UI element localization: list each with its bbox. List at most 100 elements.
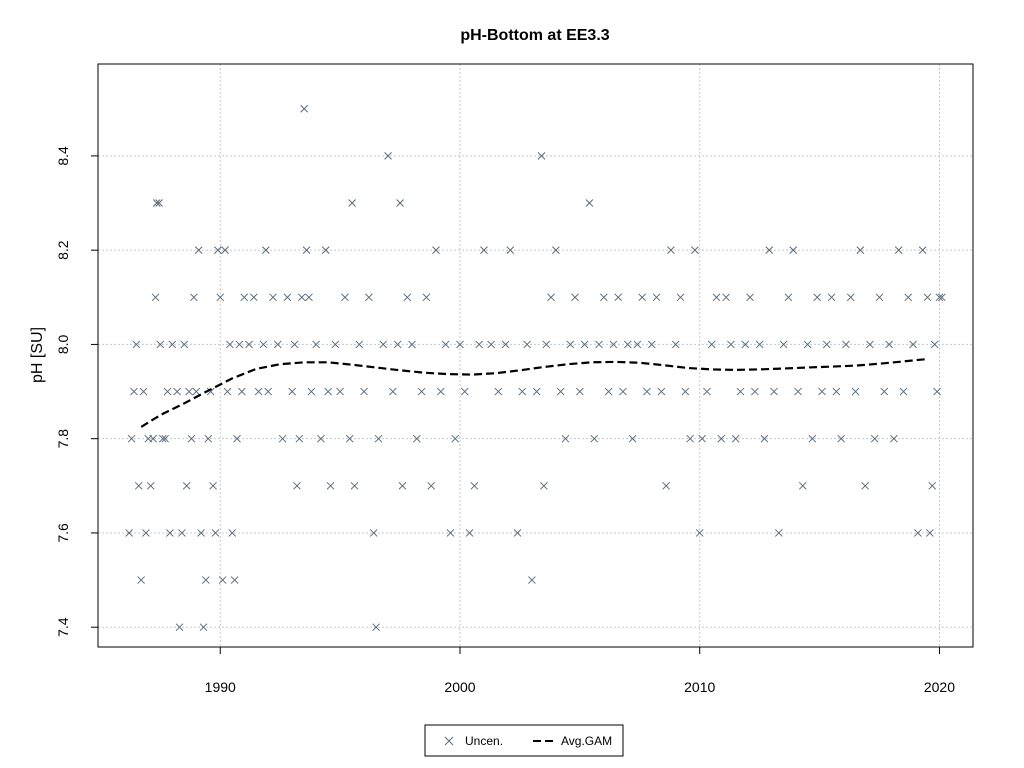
- data-point: [273, 340, 282, 349]
- data-point: [240, 293, 249, 302]
- data-point: [460, 387, 469, 396]
- data-point: [935, 293, 944, 302]
- data-point: [870, 434, 879, 443]
- data-point: [614, 293, 623, 302]
- data-point: [214, 246, 222, 255]
- data-point: [750, 387, 759, 396]
- data-point: [173, 387, 181, 396]
- data-point: [446, 529, 455, 537]
- data-point: [341, 293, 349, 302]
- data-point: [698, 434, 706, 443]
- data-point: [928, 481, 937, 490]
- data-point: [155, 199, 163, 207]
- data-point: [151, 293, 160, 302]
- data-point: [770, 387, 778, 396]
- data-point: [691, 246, 699, 255]
- data-point: [657, 387, 666, 396]
- y-axis: 7.4 7.6 7.8 8.0 8.2 8.4: [55, 146, 98, 637]
- data-point: [813, 293, 822, 302]
- data-point: [345, 434, 354, 443]
- data-point: [197, 529, 205, 537]
- data-point: [204, 434, 213, 443]
- data-point: [885, 340, 893, 349]
- data-point: [746, 293, 754, 302]
- data-point: [305, 293, 313, 302]
- data-point: [875, 293, 884, 302]
- data-point: [604, 387, 613, 396]
- data-point: [372, 623, 380, 632]
- data-point: [695, 529, 704, 537]
- data-point: [161, 434, 169, 443]
- x-tick-label: 1990: [205, 679, 236, 695]
- data-point: [403, 293, 412, 302]
- data-point: [480, 246, 488, 255]
- data-point: [686, 434, 694, 443]
- data-point: [736, 387, 745, 396]
- data-point: [552, 246, 560, 255]
- data-point: [237, 387, 246, 396]
- data-point: [760, 434, 769, 443]
- data-point: [321, 246, 330, 255]
- data-point: [331, 340, 340, 349]
- data-point: [261, 246, 270, 255]
- data-point: [518, 387, 527, 396]
- data-point: [667, 246, 675, 255]
- data-point: [571, 293, 579, 302]
- x-axis: 1990 2000 2010 2020: [205, 647, 955, 695]
- y-tick-label: 8.0: [55, 334, 71, 354]
- x-tick-label: 2010: [684, 679, 715, 695]
- data-point: [199, 623, 208, 632]
- data-point: [182, 481, 191, 490]
- y-tick-label: 7.4: [55, 617, 71, 637]
- data-point: [355, 340, 364, 349]
- data-point: [923, 293, 932, 302]
- data-point: [393, 340, 402, 349]
- data-point: [369, 529, 378, 537]
- data-point: [441, 340, 450, 349]
- data-point: [789, 246, 798, 255]
- data-point: [501, 340, 510, 349]
- data-point: [856, 246, 865, 255]
- data-point: [765, 246, 774, 255]
- data-point: [233, 434, 241, 443]
- data-point: [152, 199, 161, 207]
- data-point: [178, 529, 186, 537]
- data-point: [158, 434, 167, 443]
- data-point: [774, 529, 783, 537]
- data-point: [427, 481, 436, 490]
- data-point: [628, 434, 637, 443]
- data-point: [590, 434, 599, 443]
- data-point: [187, 434, 196, 443]
- data-point: [218, 576, 227, 584]
- data-point: [470, 481, 479, 490]
- y-axis-title: pH [SU]: [29, 327, 46, 383]
- data-point: [712, 293, 721, 302]
- data-point: [575, 387, 584, 396]
- y-tick-label: 8.4: [55, 146, 71, 166]
- data-point: [513, 529, 522, 537]
- data-point: [904, 293, 913, 302]
- data-point: [861, 481, 869, 490]
- chart-title: pH-Bottom at EE3.3: [460, 27, 609, 44]
- data-point: [180, 340, 189, 349]
- data-point: [228, 529, 237, 537]
- data-point: [245, 340, 253, 349]
- data-point: [190, 293, 198, 302]
- data-point: [288, 387, 297, 396]
- scatter-points: [125, 104, 946, 632]
- data-point: [846, 293, 855, 302]
- data-point: [374, 434, 383, 443]
- data-point: [540, 481, 548, 490]
- data-point: [731, 434, 740, 443]
- data-point: [633, 340, 642, 349]
- data-point: [556, 387, 565, 396]
- data-point: [300, 104, 309, 113]
- data-point: [146, 481, 155, 490]
- data-point: [225, 340, 234, 349]
- data-point: [894, 246, 903, 255]
- legend-label-gam: Avg.GAM: [561, 734, 612, 748]
- data-point: [134, 481, 143, 490]
- data-point: [827, 293, 836, 302]
- data-point: [652, 293, 661, 302]
